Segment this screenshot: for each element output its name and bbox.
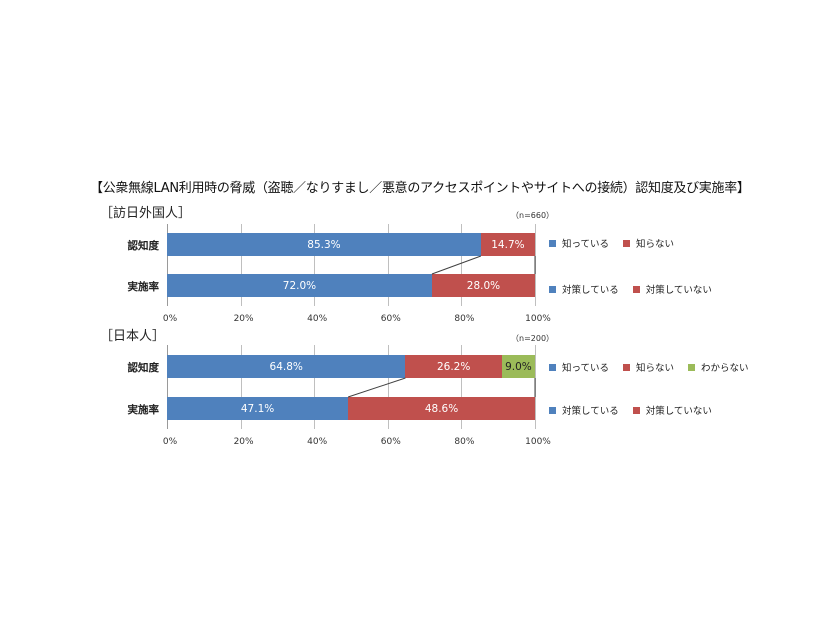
bar-segment: 85.3% (167, 233, 481, 256)
section-label: ［日本人］ (100, 329, 166, 344)
legend-item: わからない (688, 360, 749, 374)
bar-segment: 64.8% (167, 355, 406, 378)
legend-label: わからない (701, 363, 749, 374)
x-tick-label: 100% (525, 437, 551, 447)
bar-segment: 9.0% (501, 355, 535, 378)
legend-label: 知っている (562, 363, 610, 374)
legend-label: 知らない (636, 239, 675, 250)
legend-swatch-icon (632, 406, 640, 414)
sample-size-label: （n=200） (511, 334, 555, 343)
legend-item: 知らない (623, 360, 674, 374)
legend-item: 対策していない (632, 403, 712, 417)
chart-title: 【公衆無線LAN利用時の脅威（盗聴／なりすまし／悪意のアクセスポイントやサイトへ… (90, 181, 750, 196)
gridline (535, 224, 536, 306)
bar-segment: 48.6% (348, 397, 535, 420)
legend-label: 対策していない (645, 406, 712, 417)
legend-swatch-icon (632, 285, 640, 293)
stacked-bar: 47.1% 48.6% (167, 397, 535, 420)
gridline (461, 345, 462, 429)
category-label: 認知度 (127, 240, 160, 252)
legend-item: 知っている (549, 236, 609, 250)
stacked-bar: 64.8% 26.2% 9.0% (167, 355, 535, 378)
stacked-bar: 85.3% 14.7% (167, 233, 535, 256)
legend-label: 知っている (562, 239, 610, 250)
legend-item: 知っている (549, 360, 609, 374)
gridline (241, 224, 242, 306)
x-tick-label: 80% (454, 437, 475, 447)
bar-segment: 28.0% (431, 274, 535, 297)
gridline (314, 224, 315, 306)
legend-label: 対策している (562, 285, 619, 296)
legend-label: 対策している (562, 406, 619, 417)
legend-item: 知らない (623, 236, 674, 250)
bar-segment: 14.7% (480, 233, 535, 256)
legend-label: 対策していない (645, 285, 712, 296)
legend: 知っている 知らない (549, 236, 674, 250)
legend-swatch-icon (623, 239, 631, 247)
x-tick-label: 20% (233, 314, 254, 324)
stacked-bar: 72.0% 28.0% (167, 274, 535, 297)
x-tick-label: 20% (233, 437, 254, 447)
x-tick-label: 40% (307, 314, 328, 324)
category-label: 認知度 (127, 362, 160, 374)
legend-swatch-icon (688, 363, 696, 371)
legend-item: 対策している (549, 282, 619, 296)
bar-segment: 47.1% (167, 397, 349, 420)
category-label: 実施率 (127, 404, 160, 416)
sample-size-label: （n=660） (511, 211, 555, 220)
x-tick-label: 0% (162, 314, 178, 324)
gridline (535, 345, 536, 429)
y-axis-line (167, 224, 168, 306)
x-tick-label: 100% (525, 314, 551, 324)
x-tick-label: 80% (454, 314, 475, 324)
legend-swatch-icon (623, 363, 631, 371)
legend: 対策している 対策していない (549, 403, 712, 417)
legend-item: 対策していない (632, 282, 712, 296)
gridline (388, 224, 389, 306)
x-tick-label: 60% (380, 437, 401, 447)
bar-segment: 72.0% (167, 274, 432, 297)
y-axis-line (167, 345, 168, 429)
category-label: 実施率 (127, 281, 160, 293)
legend-swatch-icon (549, 406, 556, 414)
x-tick-label: 0% (162, 437, 178, 447)
gridline (314, 345, 315, 429)
x-tick-label: 40% (307, 437, 328, 447)
legend: 知っている 知らない わからない (549, 360, 749, 374)
legend-swatch-icon (549, 363, 556, 371)
legend-swatch-icon (549, 239, 556, 247)
legend-swatch-icon (549, 285, 556, 293)
x-tick-label: 60% (380, 314, 401, 324)
legend-label: 知らない (636, 363, 675, 374)
gridline (241, 345, 242, 429)
bar-segment: 26.2% (405, 355, 502, 378)
legend-item: 対策している (549, 403, 619, 417)
legend: 対策している 対策していない (549, 282, 712, 296)
section-label: ［訪日外国人］ (100, 206, 192, 221)
